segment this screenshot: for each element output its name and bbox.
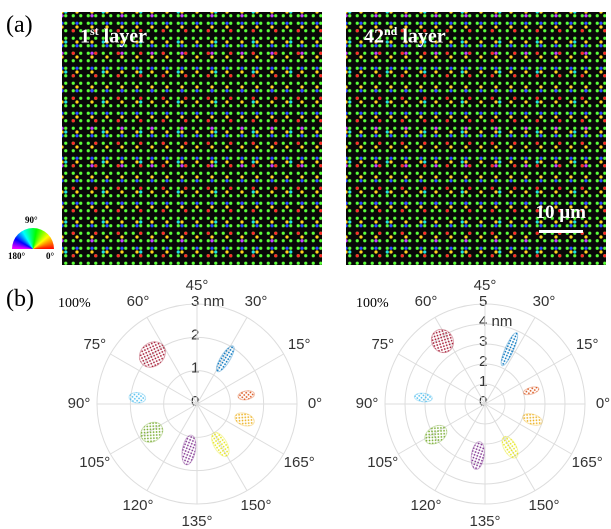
angle-label: 60° (127, 293, 150, 310)
angle-label: 150° (528, 497, 559, 514)
angle-label: 120° (410, 497, 441, 514)
angle-label: 0° (596, 395, 610, 412)
angle-label: 135° (469, 513, 500, 529)
cluster (134, 336, 170, 372)
cluster (421, 422, 450, 448)
grid-spoke (485, 354, 572, 404)
grid-spoke (197, 404, 284, 454)
cluster (180, 434, 198, 466)
polar-plots: 100% 100% 0123 nm0°15°30°45°60°75°90°105… (0, 0, 611, 529)
cluster (137, 418, 167, 446)
angle-label: 105° (79, 454, 110, 471)
angle-label: 75° (371, 336, 394, 353)
cluster (233, 411, 256, 429)
cluster (237, 390, 255, 401)
r-tick-label: 2 (191, 326, 199, 343)
cluster (470, 441, 486, 470)
angle-label: 30° (533, 293, 556, 310)
angle-label: 15° (576, 336, 599, 353)
angle-label: 75° (83, 336, 106, 353)
angle-label: 15° (288, 336, 311, 353)
angle-label: 45° (474, 277, 497, 294)
cluster (128, 392, 146, 404)
cluster (499, 434, 522, 461)
r-tick-label: 1 (479, 373, 487, 390)
grid-spoke (398, 354, 485, 404)
angle-label: 90° (68, 395, 91, 412)
cluster (521, 411, 543, 427)
figure: (a) 1st layer 42nd layer 10 µm 90° 180° … (0, 0, 611, 529)
r-tick-label: 2 (479, 353, 487, 370)
grid-spoke (485, 404, 572, 454)
angle-label: 90° (356, 395, 379, 412)
r-tick-label: 3 nm (191, 293, 224, 310)
angle-label: 135° (181, 513, 212, 529)
angle-label: 165° (572, 454, 603, 471)
angle-label: 105° (367, 454, 398, 471)
angle-label: 45° (186, 277, 209, 294)
angle-label: 0° (308, 395, 322, 412)
cluster (213, 344, 237, 374)
corner-label: 100% (58, 296, 91, 311)
angle-label: 150° (240, 497, 271, 514)
r-tick-label: 5 (479, 293, 487, 310)
r-tick-label: 4 nm (479, 313, 512, 330)
angle-label: 30° (245, 293, 268, 310)
angle-label: 60° (415, 293, 438, 310)
angle-label: 120° (122, 497, 153, 514)
cluster (523, 385, 540, 396)
corner-label: 100% (356, 296, 389, 311)
r-tick-label: 1 (191, 360, 199, 377)
angle-label: 165° (284, 454, 315, 471)
r-tick-label: 3 (479, 333, 487, 350)
cluster (427, 325, 458, 357)
cluster (414, 392, 433, 402)
